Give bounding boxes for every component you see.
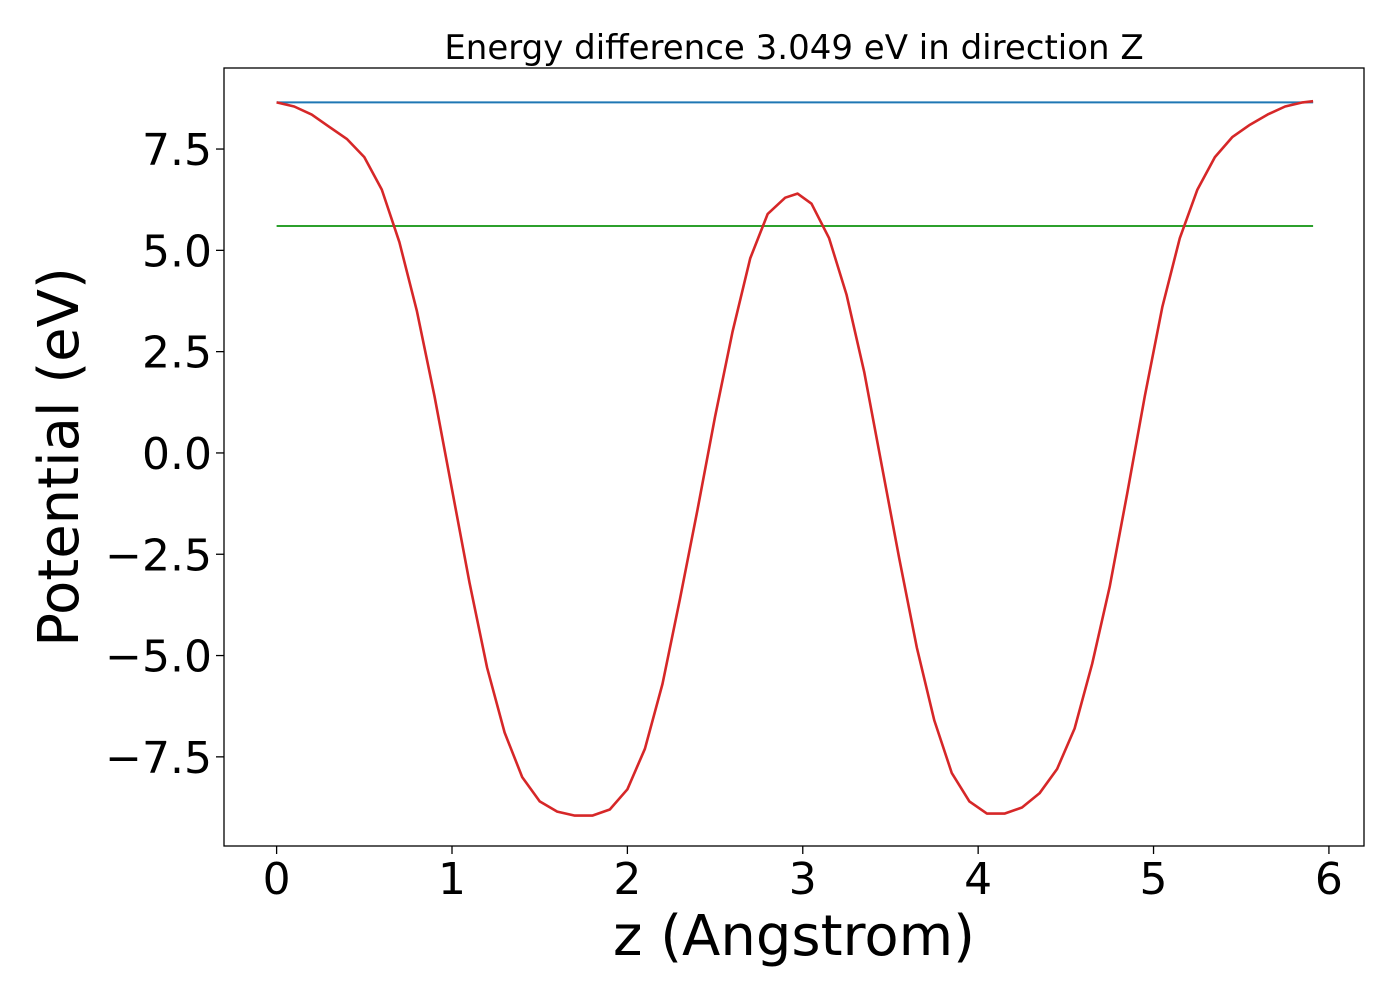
y-tick-label: −5.0 <box>105 632 212 683</box>
x-tick-label: 6 <box>1315 854 1343 905</box>
x-axis-label: z (Angstrom) <box>613 904 975 969</box>
y-axis-ticks: −7.5 −5.0 −2.5 0.0 2.5 5.0 7.5 <box>105 125 224 784</box>
y-tick-label: 5.0 <box>142 226 212 277</box>
chart-title: Energy difference 3.049 eV in direction … <box>444 28 1143 68</box>
y-tick-label: 7.5 <box>142 125 212 176</box>
x-tick-label: 4 <box>964 854 992 905</box>
plot-frame <box>223 67 1365 847</box>
y-tick-label: −2.5 <box>105 530 212 581</box>
x-tick-label: 2 <box>613 854 641 905</box>
y-tick-label: −7.5 <box>105 733 212 784</box>
y-tick-label: 2.5 <box>142 328 212 379</box>
series-line-0 <box>276 99 1314 817</box>
plot-lines <box>276 99 1314 817</box>
y-axis-label: Potential (eV) <box>27 267 92 647</box>
y-tick-label: 0.0 <box>142 429 212 480</box>
x-axis-ticks: 0 1 2 3 4 5 6 <box>263 846 1343 905</box>
x-tick-label: 1 <box>438 854 466 905</box>
x-tick-label: 5 <box>1140 854 1168 905</box>
x-tick-label: 3 <box>789 854 817 905</box>
x-tick-label: 0 <box>263 854 291 905</box>
